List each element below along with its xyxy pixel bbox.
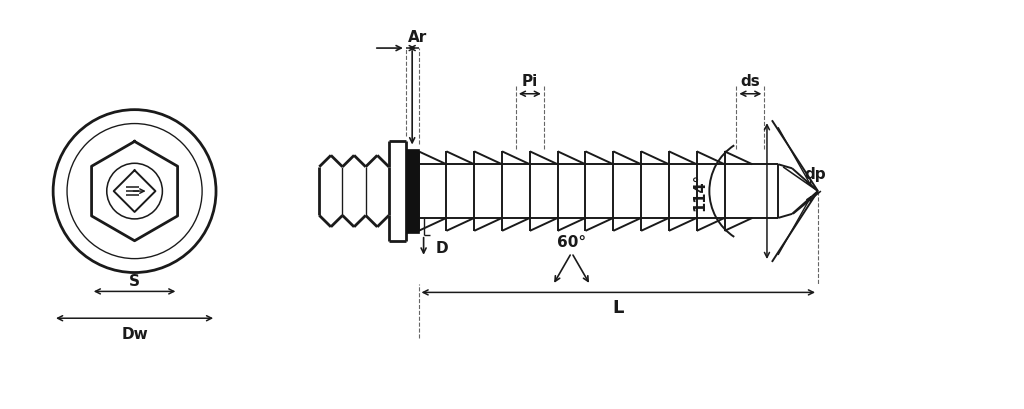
Text: Dw: Dw <box>121 326 147 341</box>
Text: S: S <box>129 273 140 288</box>
Text: 60°: 60° <box>557 234 586 249</box>
Text: L: L <box>612 299 624 317</box>
Text: 114°: 114° <box>692 173 707 211</box>
Text: ds: ds <box>740 74 760 89</box>
Text: Pi: Pi <box>522 74 538 89</box>
Text: D: D <box>435 240 449 255</box>
Bar <box>406 150 419 233</box>
Text: Ar: Ar <box>408 29 427 45</box>
Text: dp: dp <box>805 166 826 181</box>
